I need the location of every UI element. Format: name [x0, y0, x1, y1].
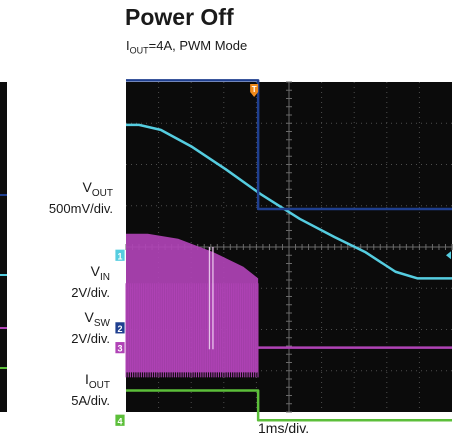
- left-panel-edge: [0, 82, 7, 412]
- label-vout: VOUT 500mV/div.: [48, 179, 113, 216]
- channel-marker-vsw: [114, 341, 126, 355]
- label-vsw: VSW 2V/div.: [71, 309, 110, 346]
- channel-marker-label-vin: 2: [117, 324, 122, 334]
- channel-marker-vout: [114, 248, 126, 262]
- trigger-marker: [250, 84, 259, 97]
- trace-vout: [126, 123, 452, 280]
- channel-marker-label-vsw: 3: [117, 344, 122, 354]
- chart-title: Power Off: [125, 4, 234, 30]
- channel-marker-iout: [114, 413, 126, 427]
- channel-marker-label-vout: 1: [117, 251, 122, 261]
- chart-subtitle: IOUT=4A, PWM Mode: [126, 38, 248, 56]
- label-iout: IOUT 5A/div.: [71, 371, 110, 408]
- level-arrow-right: [446, 251, 451, 260]
- trace-vin: [126, 79, 452, 211]
- x-axis-scale: 1ms/div.: [258, 420, 310, 436]
- channel-marker-label-iout: 4: [117, 416, 122, 426]
- trigger-marker-label: T: [252, 85, 257, 94]
- trace-iout: [126, 389, 452, 422]
- channel-marker-vin: [114, 321, 126, 335]
- label-vin: VIN 2V/div.: [71, 263, 110, 300]
